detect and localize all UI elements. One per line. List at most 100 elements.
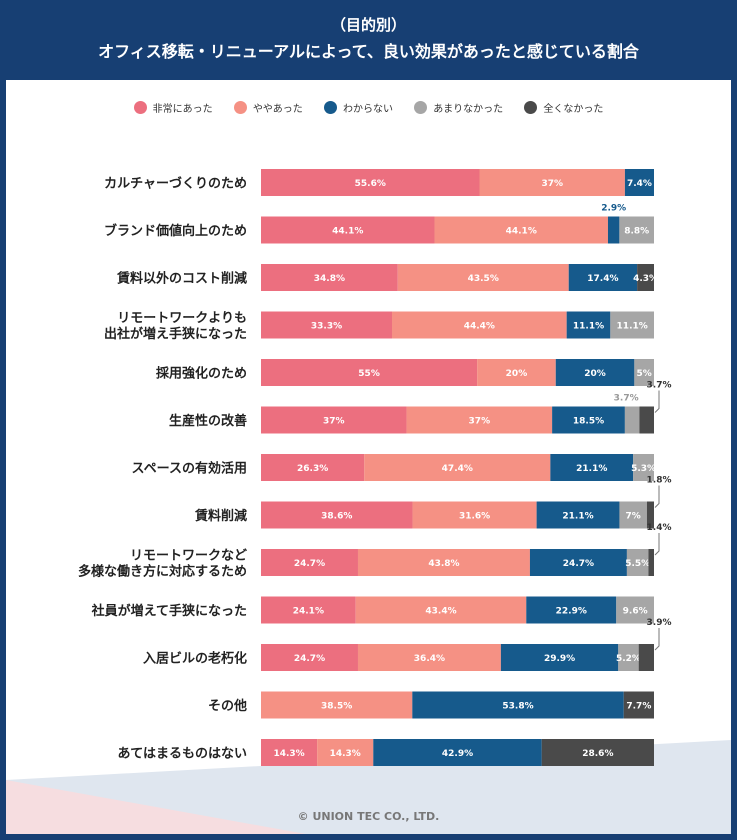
data-label-row-1-series-1: 55.6%	[355, 179, 386, 189]
bar-segment-row-8-series-4	[619, 501, 647, 529]
data-label-row-4-series-1: 33.3%	[311, 322, 342, 332]
data-label-row-5-series-1: 55%	[358, 369, 380, 379]
bar-segment-row-3-series-3	[568, 264, 638, 291]
data-label-row-2-series-2: 44.1%	[506, 227, 537, 237]
category-label-line: ブランド価値向上のため	[104, 223, 247, 239]
stacked-bar-chart: カルチャーづくりのため 55.6% 37% 7.4% ブランド価値向上のため 44.1% 4…	[78, 169, 672, 766]
data-label-row-6-series-4: 3.7%	[614, 394, 639, 404]
legend-item-somewhat: ややあった	[233, 100, 303, 115]
bar-segment-row-5-series-1	[261, 359, 478, 386]
bar-segment-row-9-series-5	[648, 549, 654, 576]
bar-segment-row-5-series-4	[634, 359, 654, 386]
bar-row-11: 入居ビルの老朽化 24.7% 36.4% 29.9% 5.2% 3.9%	[143, 618, 672, 671]
data-label-row-7-series-3: 21.1%	[576, 464, 607, 474]
bar-segment-row-5-series-2	[477, 359, 556, 386]
bar-row-4: リモートワークよりも出社が増え手狭になった 33.3% 44.4% 11.1% 11.1…	[104, 311, 654, 342]
bar-row-1: カルチャーづくりのため 55.6% 37% 7.4%	[104, 169, 654, 196]
bar-segment-row-6-series-4	[624, 406, 640, 434]
bar-row-10: 社員が増えて手狭になった 24.1% 43.4% 22.9% 9.6%	[91, 596, 654, 624]
category-label-line: 賃料以外のコスト削減	[116, 271, 247, 287]
data-label-row-7-series-4: 5.3%	[631, 464, 656, 474]
legend-label-unknown: わからない	[343, 104, 393, 115]
category-label-line: カルチャーづくりのため	[104, 176, 247, 192]
legend-label-somewhat: ややあった	[252, 104, 303, 115]
bar-segment-row-7-series-1	[261, 454, 365, 481]
data-label-row-11-series-5: 3.9%	[647, 618, 672, 628]
data-label-row-6-series-5: 3.7%	[647, 381, 672, 391]
category-label-9: リモートワークなど多様な働き方に対応するため	[78, 549, 247, 580]
data-label-row-8-series-1: 38.6%	[321, 512, 352, 522]
bar-segment-row-11-series-4	[618, 644, 639, 671]
data-label-row-8-series-2: 31.6%	[459, 512, 490, 522]
bar-segment-row-9-series-2	[357, 549, 530, 576]
legend-item-little: あまりなかった	[414, 100, 503, 115]
bar-segment-row-8-series-5	[646, 501, 654, 529]
data-label-row-8-series-4: 7%	[626, 512, 641, 522]
chart-panel: 非常にあった ややあった わからない あまりなかった 全くなかった カルチャーづ…	[6, 80, 731, 834]
data-label-row-13-series-1: 14.3%	[273, 749, 304, 759]
data-label-row-2-series-1: 44.1%	[332, 227, 363, 237]
data-label-row-1-series-3: 7.4%	[627, 179, 652, 189]
legend-item-unknown: わからない	[324, 100, 393, 115]
bar-segment-row-4-series-1	[261, 311, 392, 339]
bar-segment-row-11-series-1	[261, 644, 358, 671]
callout-line-row-9	[654, 533, 660, 556]
data-label-row-11-series-4: 5.2%	[616, 654, 641, 664]
bar-segment-row-11-series-3	[500, 644, 619, 671]
data-label-row-7-series-2: 47.4%	[442, 464, 473, 474]
bar-segment-row-3-series-5	[637, 264, 654, 291]
category-label-line: あてはまるものはない	[118, 747, 247, 762]
data-label-row-9-series-2: 43.8%	[428, 559, 459, 569]
data-label-row-12-series-2: 38.5%	[321, 702, 352, 712]
bar-segment-row-3-series-1	[261, 264, 398, 291]
legend-swatch-little	[414, 101, 428, 114]
data-label-row-3-series-1: 34.8%	[314, 274, 345, 284]
data-label-row-4-series-4: 11.1%	[617, 322, 648, 332]
data-label-row-11-series-1: 24.7%	[294, 654, 325, 664]
category-label-line: その他	[208, 698, 247, 714]
legend-swatch-none	[524, 101, 538, 114]
bar-segment-row-12-series-3	[412, 691, 624, 719]
category-label-line: リモートワークよりも	[117, 311, 247, 326]
bar-segment-row-13-series-5	[541, 739, 654, 766]
bar-row-12: その他 38.5% 53.8% 7.7%	[208, 691, 654, 719]
legend-swatch-very	[133, 101, 147, 114]
bar-row-8: 賃料削減 38.6% 31.6% 21.1% 7% 1.8%	[194, 476, 672, 529]
category-label-3: 賃料以外のコスト削減	[116, 271, 247, 287]
bar-segment-row-9-series-3	[529, 549, 627, 576]
bar-segment-row-11-series-2	[357, 644, 501, 671]
header: （目的別） オフィス移転・リニューアルによって、良い効果があったと感じている割合	[0, 0, 737, 80]
bar-segment-row-13-series-2	[317, 739, 374, 766]
data-label-row-11-series-3: 29.9%	[544, 654, 575, 664]
category-label-8: 賃料削減	[194, 508, 247, 524]
bar-segment-row-1-series-3	[624, 169, 654, 196]
legend: 非常にあった ややあった わからない あまりなかった 全くなかった	[6, 100, 731, 115]
data-label-row-3-series-2: 43.5%	[468, 274, 499, 284]
bar-row-5: 採用強化のため 55% 20% 20% 5%	[156, 359, 654, 386]
chart-title-line2: オフィス移転・リニューアルによって、良い効果があったと感じている割合	[98, 42, 639, 61]
bar-segment-row-12-series-2	[261, 691, 413, 719]
data-label-row-10-series-3: 22.9%	[556, 607, 587, 617]
category-label-line: 社員が増えて手狭になった	[91, 603, 247, 619]
category-label-line: 賃料削減	[194, 508, 247, 524]
copyright: © UNION TEC CO., LTD.	[297, 810, 440, 823]
data-label-row-13-series-5: 28.6%	[582, 749, 613, 759]
bar-row-2: ブランド価値向上のため 44.1% 44.1% 2.9% 8.8%	[104, 204, 654, 244]
bar-segment-row-9-series-1	[261, 549, 358, 576]
data-label-row-7-series-1: 26.3%	[297, 464, 328, 474]
data-label-row-2-series-3: 2.9%	[601, 204, 626, 214]
data-label-row-9-series-5: 1.4%	[647, 523, 672, 533]
bar-segment-row-2-series-3	[607, 216, 620, 244]
category-label-7: スペースの有効活用	[132, 461, 247, 477]
callout-line-row-6	[654, 390, 660, 413]
bar-row-9: リモートワークなど多様な働き方に対応するため 24.7% 43.8% 24.7% 5.5…	[78, 523, 672, 580]
category-label-1: カルチャーづくりのため	[104, 176, 247, 192]
data-label-row-4-series-2: 44.4%	[464, 322, 495, 332]
bar-segment-row-11-series-5	[638, 644, 654, 671]
data-label-row-2-series-4: 8.8%	[624, 227, 649, 237]
bar-segment-row-10-series-3	[526, 596, 617, 624]
data-label-row-8-series-5: 1.8%	[647, 476, 672, 486]
data-label-row-10-series-1: 24.1%	[293, 607, 324, 617]
category-label-line: スペースの有効活用	[132, 461, 247, 477]
